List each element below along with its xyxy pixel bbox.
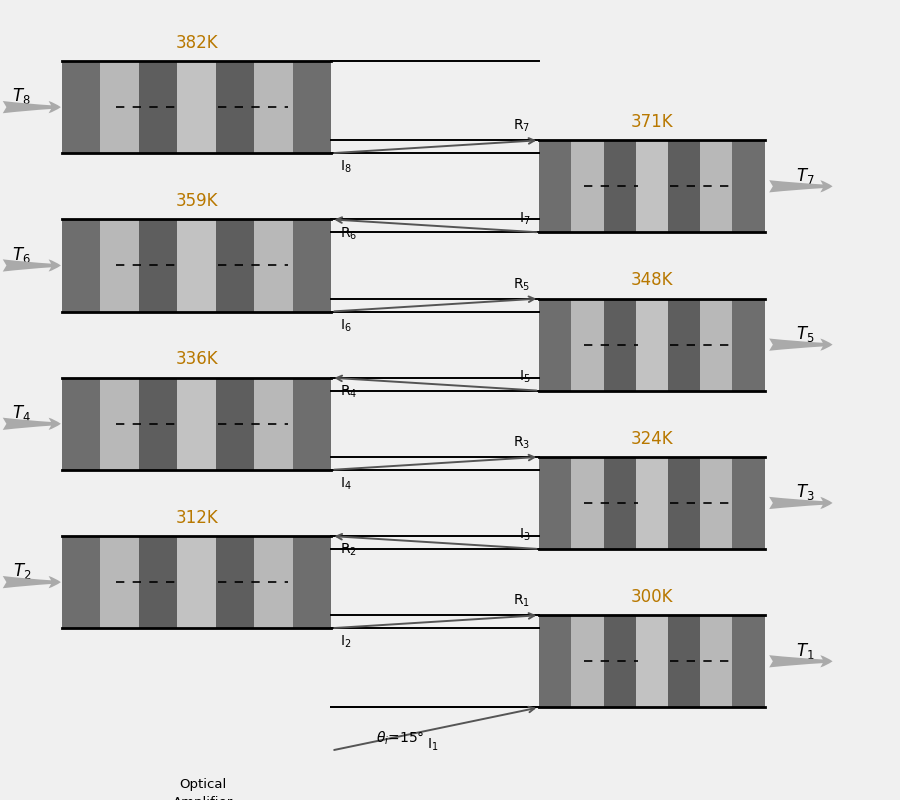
Bar: [139, 536, 177, 628]
Bar: [139, 219, 177, 311]
Bar: [293, 536, 331, 628]
Text: I$_1$: I$_1$: [427, 736, 438, 753]
Text: $T_{1}$: $T_{1}$: [796, 641, 814, 661]
Bar: [635, 140, 668, 232]
Bar: [668, 140, 700, 232]
Bar: [101, 61, 139, 153]
Bar: [146, 769, 261, 800]
Bar: [139, 378, 177, 470]
Text: 371K: 371K: [631, 113, 673, 131]
Text: $T_{6}$: $T_{6}$: [13, 245, 31, 265]
Bar: [539, 140, 572, 232]
Bar: [733, 298, 765, 390]
Text: $T_{2}$: $T_{2}$: [13, 562, 31, 582]
Bar: [62, 61, 101, 153]
Bar: [62, 219, 101, 311]
Bar: [604, 615, 635, 707]
Text: I$_5$: I$_5$: [518, 369, 530, 385]
Bar: [635, 457, 668, 549]
Bar: [101, 219, 139, 311]
Bar: [216, 378, 255, 470]
Text: I$_4$: I$_4$: [340, 476, 352, 492]
Text: I$_8$: I$_8$: [340, 159, 352, 175]
Bar: [62, 378, 101, 470]
Bar: [139, 61, 177, 153]
Bar: [539, 615, 572, 707]
Bar: [604, 298, 635, 390]
Text: Amplifier: Amplifier: [173, 796, 233, 800]
Bar: [177, 378, 216, 470]
Text: $T_{4}$: $T_{4}$: [12, 403, 31, 423]
Bar: [101, 536, 139, 628]
Text: $\theta_i$=15°: $\theta_i$=15°: [375, 730, 424, 747]
Bar: [668, 457, 700, 549]
Text: I$_6$: I$_6$: [340, 318, 352, 334]
Bar: [700, 457, 733, 549]
Text: 348K: 348K: [631, 271, 673, 290]
Text: I$_3$: I$_3$: [518, 527, 530, 543]
Bar: [216, 219, 255, 311]
Text: 359K: 359K: [176, 192, 218, 210]
Bar: [101, 378, 139, 470]
Bar: [216, 61, 255, 153]
Text: $T_{7}$: $T_{7}$: [796, 166, 814, 186]
Bar: [733, 457, 765, 549]
Bar: [255, 378, 293, 470]
Text: $T_{8}$: $T_{8}$: [13, 86, 31, 106]
Bar: [572, 615, 604, 707]
Bar: [177, 219, 216, 311]
Bar: [177, 536, 216, 628]
Bar: [700, 298, 733, 390]
Bar: [62, 536, 101, 628]
Bar: [255, 219, 293, 311]
Bar: [293, 219, 331, 311]
Text: $T_{3}$: $T_{3}$: [796, 482, 814, 502]
Bar: [216, 536, 255, 628]
Bar: [668, 298, 700, 390]
Text: I$_2$: I$_2$: [340, 634, 352, 650]
Bar: [177, 61, 216, 153]
Bar: [255, 61, 293, 153]
Bar: [572, 140, 604, 232]
Text: I$_7$: I$_7$: [518, 210, 530, 226]
Bar: [700, 140, 733, 232]
Text: 300K: 300K: [631, 588, 673, 606]
Bar: [539, 298, 572, 390]
Text: 336K: 336K: [176, 350, 218, 368]
Bar: [293, 378, 331, 470]
Bar: [668, 615, 700, 707]
Bar: [604, 457, 635, 549]
Bar: [604, 140, 635, 232]
Text: R$_4$: R$_4$: [340, 383, 357, 400]
Bar: [539, 457, 572, 549]
Bar: [733, 140, 765, 232]
Text: Optical: Optical: [180, 778, 227, 791]
Bar: [572, 457, 604, 549]
Text: 382K: 382K: [176, 34, 218, 52]
Text: R$_6$: R$_6$: [340, 225, 357, 242]
Bar: [733, 615, 765, 707]
Bar: [635, 298, 668, 390]
Text: 312K: 312K: [176, 509, 218, 526]
Bar: [635, 615, 668, 707]
Bar: [700, 615, 733, 707]
Text: R$_5$: R$_5$: [513, 277, 530, 293]
Text: R$_3$: R$_3$: [513, 434, 530, 451]
Bar: [255, 536, 293, 628]
Text: 324K: 324K: [631, 430, 673, 447]
Text: $T_{5}$: $T_{5}$: [796, 324, 814, 344]
Bar: [572, 298, 604, 390]
Text: R$_7$: R$_7$: [513, 118, 530, 134]
Bar: [293, 61, 331, 153]
Text: R$_2$: R$_2$: [340, 542, 357, 558]
Text: R$_1$: R$_1$: [513, 593, 530, 610]
